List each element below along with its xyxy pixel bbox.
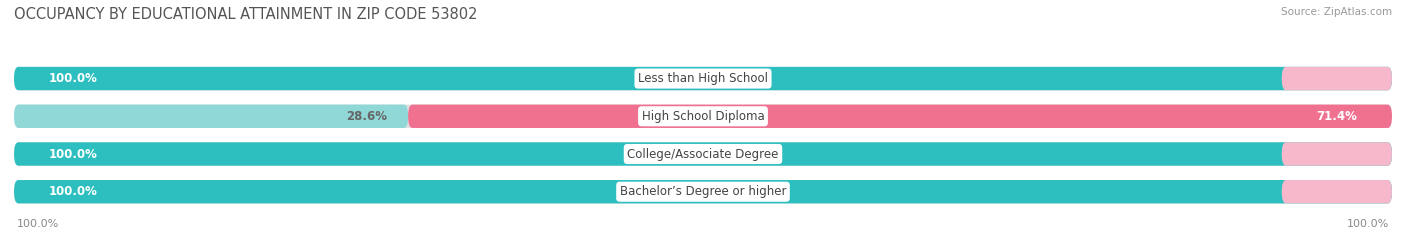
FancyBboxPatch shape — [14, 67, 1392, 90]
FancyBboxPatch shape — [14, 105, 408, 128]
Text: 28.6%: 28.6% — [346, 110, 388, 123]
Text: 100.0%: 100.0% — [48, 147, 97, 161]
FancyBboxPatch shape — [408, 105, 1392, 128]
Text: 100.0%: 100.0% — [48, 185, 97, 198]
FancyBboxPatch shape — [1282, 180, 1392, 203]
Text: Bachelor’s Degree or higher: Bachelor’s Degree or higher — [620, 185, 786, 198]
Text: 71.4%: 71.4% — [1316, 110, 1358, 123]
FancyBboxPatch shape — [14, 142, 1392, 166]
FancyBboxPatch shape — [1282, 142, 1392, 166]
Text: OCCUPANCY BY EDUCATIONAL ATTAINMENT IN ZIP CODE 53802: OCCUPANCY BY EDUCATIONAL ATTAINMENT IN Z… — [14, 7, 478, 22]
Text: Source: ZipAtlas.com: Source: ZipAtlas.com — [1281, 7, 1392, 17]
FancyBboxPatch shape — [14, 105, 1392, 128]
Text: Less than High School: Less than High School — [638, 72, 768, 85]
FancyBboxPatch shape — [14, 180, 1392, 203]
Text: High School Diploma: High School Diploma — [641, 110, 765, 123]
FancyBboxPatch shape — [1282, 67, 1392, 90]
FancyBboxPatch shape — [14, 67, 1392, 90]
FancyBboxPatch shape — [14, 142, 1392, 166]
Text: College/Associate Degree: College/Associate Degree — [627, 147, 779, 161]
Text: 100.0%: 100.0% — [48, 72, 97, 85]
Text: 100.0%: 100.0% — [17, 219, 59, 229]
Text: 100.0%: 100.0% — [1347, 219, 1389, 229]
FancyBboxPatch shape — [14, 180, 1392, 203]
